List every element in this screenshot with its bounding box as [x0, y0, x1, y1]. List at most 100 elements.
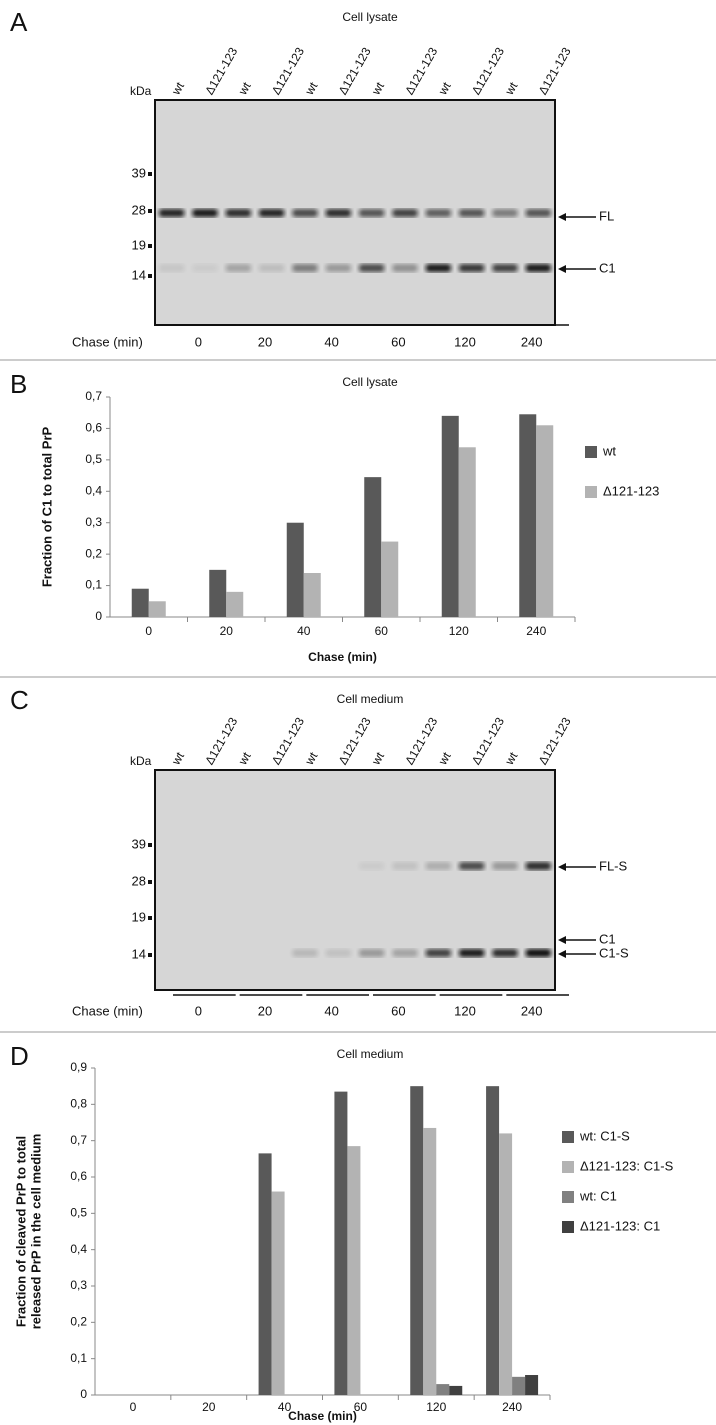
x-tick-label: 60 — [375, 624, 389, 638]
gel-band — [159, 264, 185, 272]
gel-image — [154, 99, 556, 326]
y-tick-label: 0,3 — [70, 1278, 87, 1292]
x-tick-label: 0 — [145, 624, 152, 638]
lane-label: wt — [368, 749, 387, 768]
y-tick-label: 0,9 — [70, 1060, 87, 1074]
gel-band — [425, 209, 451, 217]
marker-tick — [148, 209, 152, 213]
gel-band — [192, 264, 218, 272]
gel-band — [525, 209, 551, 217]
x-tick-label: 120 — [449, 624, 469, 638]
lane-label: Δ121-123 — [336, 715, 374, 767]
bar — [423, 1127, 437, 1395]
x-tick-label: 120 — [426, 1400, 446, 1414]
unit-label: kDa — [130, 84, 152, 98]
y-axis-label: Fraction of C1 to total PrP — [39, 427, 54, 588]
y-tick-label: 0 — [80, 1387, 87, 1401]
unit-label: kDa — [130, 754, 152, 768]
timepoint-label: 60 — [391, 1003, 405, 1018]
gel-band — [225, 209, 251, 217]
lane-label: Δ121-123 — [336, 45, 374, 97]
bar — [334, 1091, 348, 1395]
lane-label: Δ121-123 — [202, 45, 240, 97]
marker-label: 28 — [132, 873, 146, 888]
bar — [449, 1385, 463, 1395]
gel-band — [359, 209, 385, 217]
bar — [286, 522, 304, 617]
y-tick-label: 0 — [95, 609, 102, 623]
x-axis-label: Chase (min) — [288, 1409, 357, 1423]
marker-tick — [148, 880, 152, 884]
marker-label: 14 — [132, 946, 146, 961]
lane-label: wt — [502, 749, 521, 768]
x-tick-label: 20 — [220, 624, 234, 638]
panel-label: B — [10, 369, 27, 399]
gel-title: Cell lysate — [342, 10, 398, 24]
legend-label: wt — [602, 443, 616, 458]
marker-label: 39 — [132, 836, 146, 851]
y-tick-label: 0,1 — [85, 578, 102, 592]
legend-swatch — [585, 446, 597, 458]
lane-label: Δ121-123 — [469, 715, 507, 767]
gel-band — [292, 949, 318, 957]
lane-label: Δ121-123 — [469, 45, 507, 97]
y-tick-label: 0,5 — [85, 452, 102, 466]
bar — [486, 1086, 500, 1395]
marker-tick — [148, 953, 152, 957]
gel-band — [425, 264, 451, 272]
bar — [458, 447, 476, 617]
y-tick-label: 0,3 — [85, 515, 102, 529]
lane-label: wt — [168, 749, 187, 768]
gel-band — [392, 209, 418, 217]
lane-label: wt — [168, 79, 187, 98]
band-label: C1-S — [599, 945, 629, 960]
y-tick-label: 0,7 — [85, 389, 102, 403]
y-axis-label: Fraction of cleaved PrP to total — [13, 1136, 28, 1327]
gel-band — [492, 949, 518, 957]
gel-image — [154, 769, 556, 991]
lane-label: wt — [435, 79, 454, 98]
lane-label: Δ121-123 — [536, 45, 574, 97]
lane-label: wt — [302, 79, 321, 98]
marker-tick — [148, 916, 152, 920]
y-tick-label: 0,5 — [70, 1206, 87, 1220]
legend-label: Δ121-123: C1-S — [580, 1158, 674, 1173]
bar — [303, 573, 321, 617]
gel-band — [359, 862, 385, 870]
lane-label: wt — [435, 749, 454, 768]
gel-band — [259, 264, 285, 272]
gel-band — [425, 949, 451, 957]
band-label: C1 — [599, 931, 616, 946]
gel-band — [325, 209, 351, 217]
bar — [519, 414, 537, 617]
chase-label: Chase (min) — [72, 1003, 143, 1018]
gel-band — [359, 949, 385, 957]
bar — [410, 1086, 424, 1395]
y-tick-label: 0,7 — [70, 1133, 87, 1147]
marker-tick — [148, 172, 152, 176]
lane-label: wt — [502, 79, 521, 98]
gel-band — [325, 264, 351, 272]
legend-label: wt: C1 — [579, 1188, 617, 1203]
bar — [436, 1384, 450, 1395]
gel-band — [492, 862, 518, 870]
bar — [347, 1146, 361, 1395]
y-tick-label: 0,1 — [70, 1351, 87, 1365]
legend-swatch — [585, 486, 597, 498]
gel-band — [392, 949, 418, 957]
legend-label: Δ121-123 — [603, 483, 659, 498]
marker-label: 19 — [132, 909, 146, 924]
bar — [258, 1153, 272, 1395]
x-axis-label: Chase (min) — [308, 650, 377, 664]
gel-band — [459, 862, 485, 870]
bar — [131, 588, 149, 617]
timepoint-label: 20 — [258, 1003, 272, 1018]
marker-tick — [148, 244, 152, 248]
lane-label: Δ121-123 — [269, 715, 307, 767]
y-tick-label: 0,6 — [70, 1169, 87, 1183]
panel-label: C — [10, 685, 29, 715]
gel-band — [225, 264, 251, 272]
arrow-head — [558, 950, 566, 958]
legend-swatch — [562, 1131, 574, 1143]
